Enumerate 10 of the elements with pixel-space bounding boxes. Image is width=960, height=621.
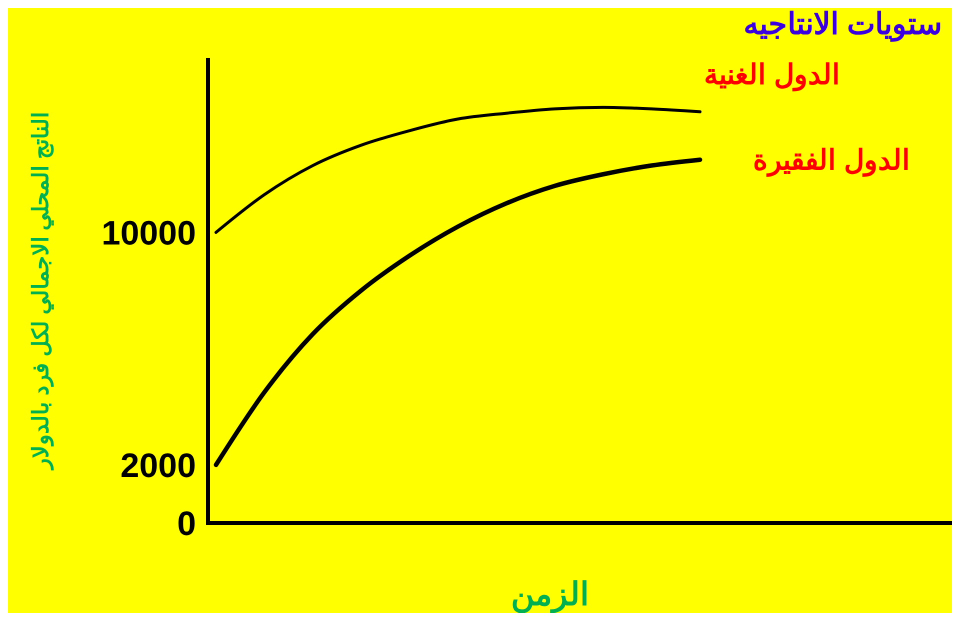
series-label: الدول الفقيرة xyxy=(753,144,910,178)
series-label: الدول الغنية xyxy=(704,58,840,92)
y-tick-label: 0 xyxy=(177,504,196,543)
x-axis-title: الزمن xyxy=(511,576,589,614)
y-tick-label: 2000 xyxy=(120,446,196,485)
line-series xyxy=(214,157,702,468)
line-series xyxy=(214,106,702,234)
chart-title: ستويات الانتاجيه xyxy=(744,8,942,42)
y-tick-label: 10000 xyxy=(101,214,196,252)
y-axis-title: الناتج المحلي الاجمالي لكل فرد بالدولار xyxy=(28,112,54,471)
